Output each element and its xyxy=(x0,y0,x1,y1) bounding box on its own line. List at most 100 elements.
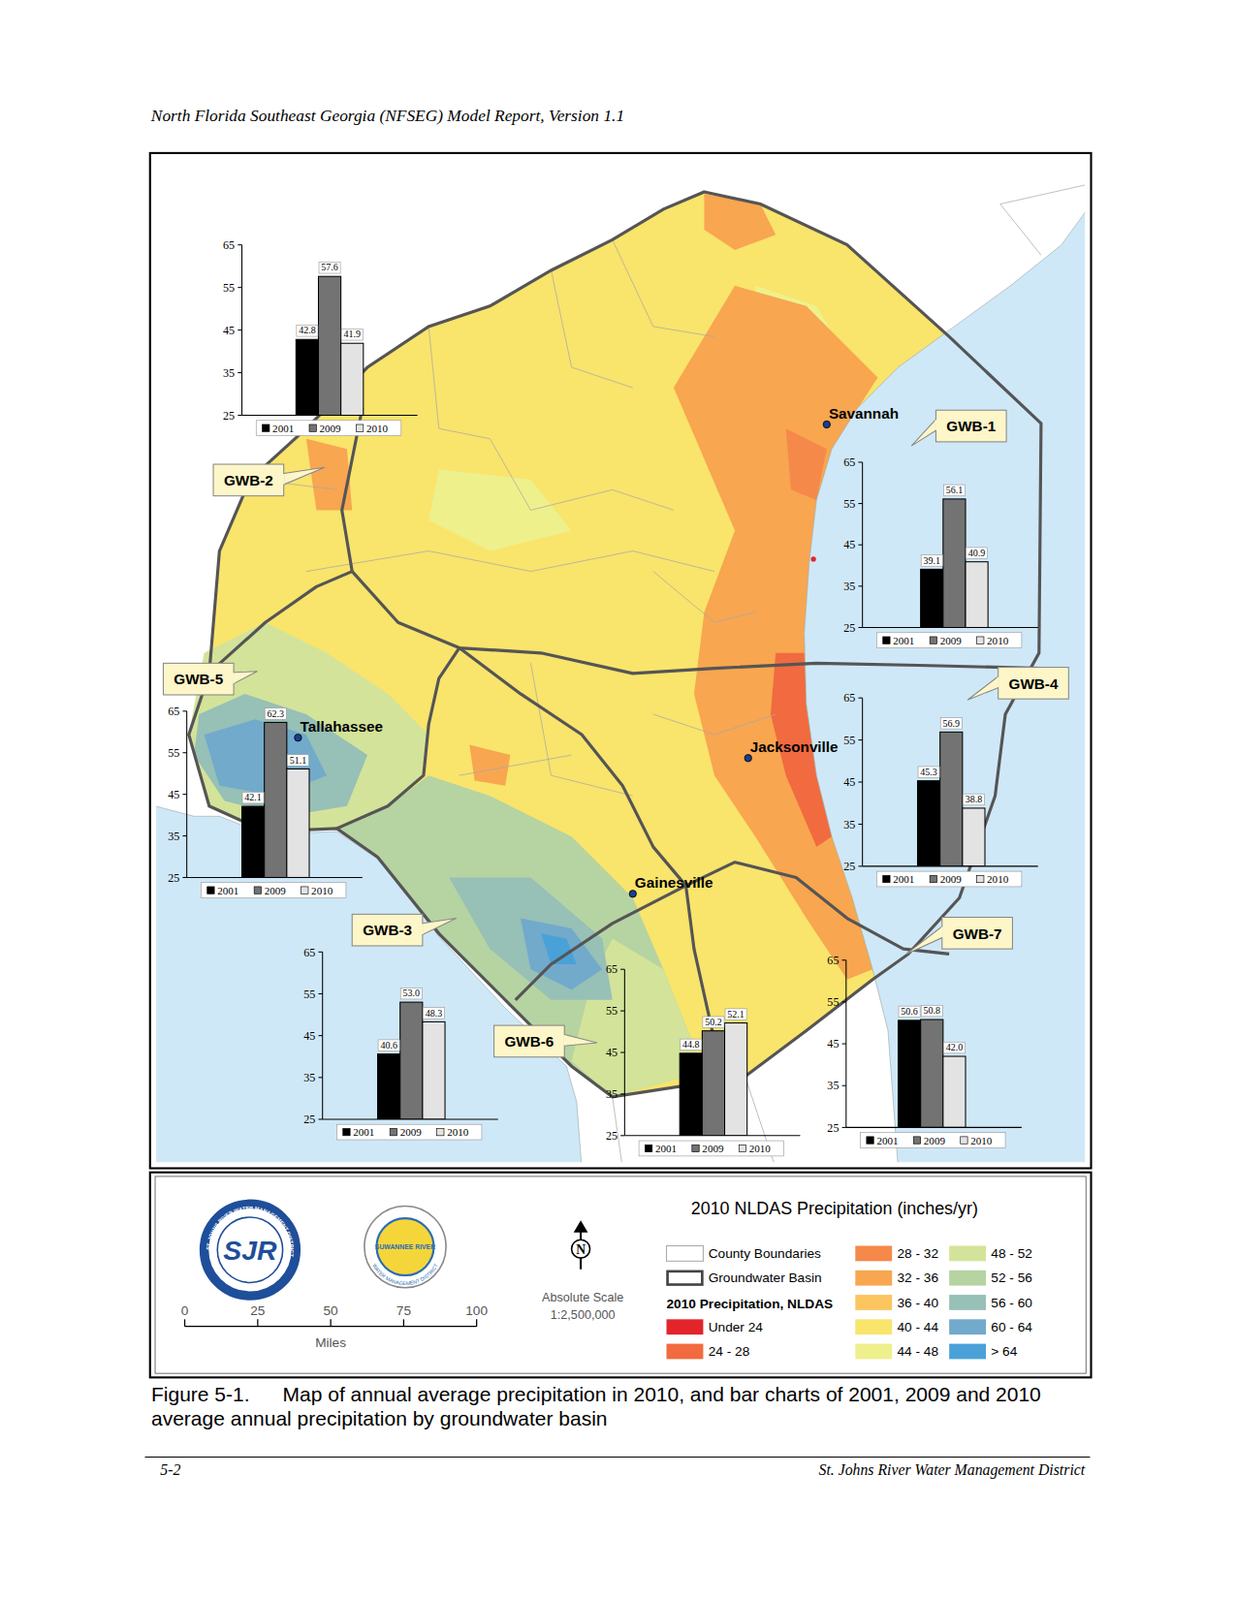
bar xyxy=(242,806,265,878)
key-subtitle: 2010 Precipitation, NLDAS xyxy=(666,1297,834,1312)
bar xyxy=(962,808,985,867)
tick xyxy=(842,1127,847,1129)
tick xyxy=(317,1118,322,1120)
data-label-box xyxy=(943,484,965,497)
logo-text-path: WATER MANAGEMENT DISTRICT xyxy=(371,1262,440,1287)
county-boundary xyxy=(428,326,490,440)
scale-label: 50 xyxy=(323,1303,340,1319)
basin-label: GWB-6 xyxy=(504,1033,554,1050)
key-label: 44 - 48 xyxy=(896,1344,939,1360)
legend-swatch xyxy=(355,424,363,432)
data-label-box xyxy=(962,793,984,806)
key-swatch xyxy=(855,1319,892,1335)
key-label: Under 24 xyxy=(708,1320,764,1335)
tick-label: 55 xyxy=(605,1004,618,1018)
legend-swatch xyxy=(977,636,984,644)
city-marker xyxy=(294,734,302,742)
bar xyxy=(317,276,341,415)
logo-text: WATER MANAGEMENT DISTRICT xyxy=(371,1262,440,1287)
tick xyxy=(317,993,322,995)
legend-swatch xyxy=(301,887,309,894)
scale-tick xyxy=(403,1319,405,1327)
bars xyxy=(295,276,363,415)
legend-label: 2009 xyxy=(940,873,963,886)
tick-label: 45 xyxy=(303,1029,316,1044)
legend-swatch xyxy=(738,1144,746,1152)
data-label-box xyxy=(943,1042,965,1054)
basin-label: GWB-5 xyxy=(173,670,223,688)
data-label-box xyxy=(400,987,422,1000)
callout-joint xyxy=(421,923,424,935)
bar xyxy=(264,722,287,878)
bar xyxy=(286,768,310,878)
key-swatch xyxy=(855,1344,892,1361)
county-boundary xyxy=(551,270,634,388)
bar-chart: 253545556540.653.048.3200120092010 xyxy=(303,946,499,1141)
tick-label: 25 xyxy=(167,871,180,886)
key-label: 40 - 44 xyxy=(896,1320,939,1335)
precip-zone xyxy=(703,193,776,251)
key-frame xyxy=(150,1172,1092,1379)
tick xyxy=(182,835,187,837)
city-label: Jacksonville xyxy=(750,738,839,756)
bar xyxy=(898,1020,921,1129)
tick-label: 65 xyxy=(843,691,856,705)
callout-joint xyxy=(997,677,1000,689)
bar-chart: 253545556539.156.140.9200120092010 xyxy=(843,455,1039,648)
tick xyxy=(182,793,187,795)
county-boundary xyxy=(653,571,756,624)
callout-joint xyxy=(934,419,937,431)
callout-pointer xyxy=(911,419,936,446)
data-label-box xyxy=(898,1006,920,1018)
north-label: N xyxy=(575,1242,586,1258)
tick-label: 35 xyxy=(826,1078,839,1093)
city-label: Savannah xyxy=(828,405,899,422)
data-label: 50.6 xyxy=(900,1006,919,1017)
legend-label: 2009 xyxy=(400,1126,423,1139)
tick xyxy=(237,372,242,374)
header-title: North Florida Southeast Georgia (NFSEG) … xyxy=(150,106,625,126)
callout-box xyxy=(998,667,1070,700)
legend-box xyxy=(876,871,1022,888)
callout-joint xyxy=(232,672,235,684)
legend-label: 2009 xyxy=(264,885,287,897)
bar xyxy=(965,562,988,629)
tick-label: 55 xyxy=(826,995,839,1010)
tick-label: 45 xyxy=(826,1037,839,1051)
key-swatch xyxy=(666,1246,704,1263)
city-label: Gainesville xyxy=(634,874,714,891)
key-label: 36 - 40 xyxy=(896,1296,939,1311)
page-content: North Florida Southeast Georgia (NFSEG) … xyxy=(145,106,1092,1480)
legend-label: 2001 xyxy=(892,873,915,886)
key-label: 24 - 28 xyxy=(708,1344,751,1360)
city-marker xyxy=(629,890,636,898)
legend-label: 2010 xyxy=(970,1135,993,1147)
data-label: 50.8 xyxy=(923,1005,942,1016)
legend-swatch xyxy=(960,1137,968,1144)
tick-label: 55 xyxy=(843,497,856,511)
county-boundary xyxy=(530,663,633,796)
basin-boundary xyxy=(336,648,459,829)
tick-label: 45 xyxy=(605,1045,618,1060)
tick-label: 65 xyxy=(605,962,618,977)
callout-box xyxy=(351,914,423,947)
basin-boundary xyxy=(214,571,352,669)
data-label: 42.1 xyxy=(244,792,261,803)
tick xyxy=(182,877,187,879)
city-marker xyxy=(744,755,752,762)
tick xyxy=(317,1077,322,1078)
legend-swatch xyxy=(913,1137,920,1144)
tick-label: 25 xyxy=(605,1129,618,1143)
legend-swatch xyxy=(929,875,937,883)
bars xyxy=(679,1023,747,1137)
tick xyxy=(620,1093,625,1095)
tick-label: 65 xyxy=(167,704,180,719)
county-boundary xyxy=(306,551,715,572)
bar xyxy=(400,1002,423,1120)
legend-label: 2001 xyxy=(892,634,915,647)
tick-label: 35 xyxy=(222,366,235,381)
scale-title: Absolute Scale xyxy=(541,1291,624,1305)
footer-publisher: St. Johns River Water Management Distric… xyxy=(819,1461,1086,1480)
bar xyxy=(943,499,966,629)
tick xyxy=(857,697,862,699)
